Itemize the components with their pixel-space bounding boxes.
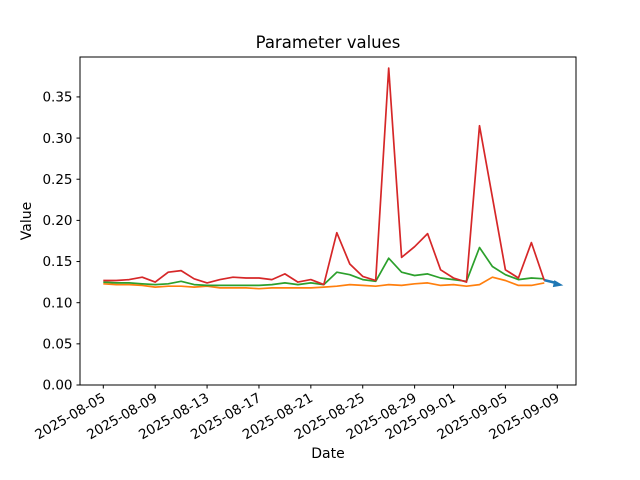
y-tick-label: 0.35 [42, 90, 72, 106]
y-tick-label: 0.25 [42, 172, 72, 188]
y-tick-label: 0.05 [42, 337, 72, 353]
y-tick-label: 0.20 [42, 213, 72, 229]
series-parameter-blue-end-marker [552, 280, 564, 288]
series-parameter-orange-line [103, 276, 545, 290]
y-axis-label: Value [19, 201, 35, 241]
y-tick-label: 0.30 [42, 131, 72, 147]
chart-title: Parameter values [255, 33, 401, 52]
series-parameter-red-line [103, 67, 546, 286]
y-tick-label: 0.10 [42, 295, 72, 311]
y-tick-label: 0.00 [42, 378, 72, 394]
plot-border [79, 56, 577, 386]
y-tick-label: 0.15 [42, 254, 72, 270]
x-axis-label: Date [311, 446, 345, 462]
